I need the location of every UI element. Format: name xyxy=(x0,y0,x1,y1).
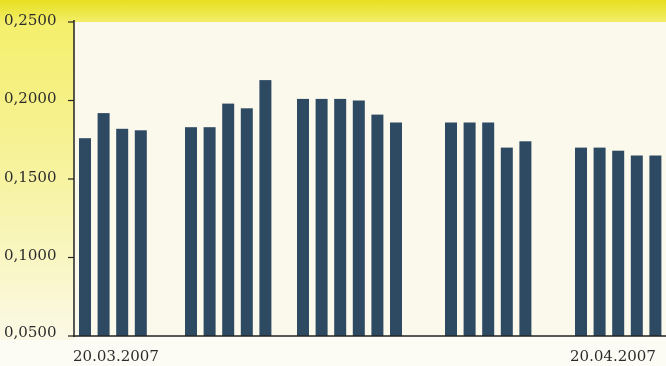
y-tick-label: 0,1000 xyxy=(4,246,70,264)
bar xyxy=(79,138,91,336)
bar xyxy=(241,108,253,336)
bar xyxy=(334,99,346,336)
bar xyxy=(185,127,197,336)
bar xyxy=(631,156,643,337)
y-tick-label: 0,1500 xyxy=(4,168,70,186)
bar xyxy=(612,151,624,336)
bar xyxy=(649,156,661,337)
bar xyxy=(316,99,328,336)
bar xyxy=(259,80,271,336)
bar xyxy=(353,101,365,337)
top-band xyxy=(0,0,666,22)
bar xyxy=(445,123,457,337)
bar xyxy=(222,104,234,336)
y-tick-label: 0,2000 xyxy=(4,89,70,107)
bar xyxy=(594,148,606,336)
bar xyxy=(371,115,383,336)
x-tick-label: 20.03.2007 xyxy=(73,347,159,365)
bar xyxy=(390,123,402,337)
y-tick-label: 0,0500 xyxy=(4,323,70,341)
y-tick-label: 0,2500 xyxy=(4,11,70,29)
bar xyxy=(519,141,531,336)
bar xyxy=(575,148,587,336)
bar xyxy=(204,127,216,336)
bar xyxy=(464,123,476,337)
bar xyxy=(297,99,309,336)
bar xyxy=(116,129,128,336)
bar xyxy=(98,113,110,336)
bar xyxy=(501,148,513,336)
bar xyxy=(482,123,494,337)
bar xyxy=(135,130,147,336)
x-tick-label: 20.04.2007 xyxy=(570,347,656,365)
